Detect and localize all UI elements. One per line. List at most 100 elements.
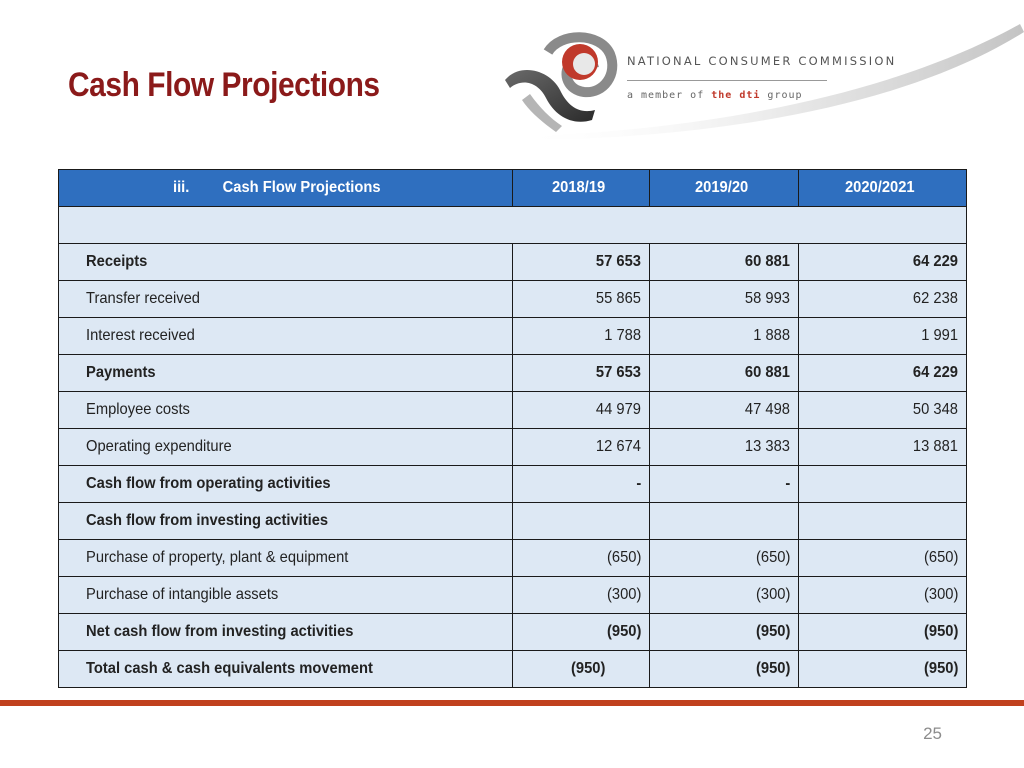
value-cell: (950) [649,613,799,651]
value-cell: (650) [798,539,967,577]
logo-divider [627,80,827,81]
row-label: Total cash & cash equivalents movement [86,660,373,677]
value-cell: (950) [512,613,650,651]
value-cell [798,465,967,503]
value-cell: (300) [512,576,650,614]
cell-value: 50 348 [912,401,958,418]
cell-value: (950) [755,660,790,677]
header-year-2020-2021: 2020/2021 [798,169,967,207]
header-year-2018-19: 2018/19 [512,169,650,207]
row-label-cell: Interest received [58,317,513,355]
cell-value: (950) [606,623,641,640]
cell-value: 47 498 [744,401,790,418]
row-label-cell: Purchase of property, plant & equipment [58,539,513,577]
value-cell: 12 674 [512,428,650,466]
value-cell: 1 788 [512,317,650,355]
cell-value: 57 653 [595,253,641,270]
table-header-row: iii. Cash Flow Projections 2018/19 2019/2… [58,169,967,207]
row-label: Payments [86,364,156,381]
value-cell: 64 229 [798,243,967,281]
value-cell: - [649,465,799,503]
bottom-accent-bar [0,700,1024,706]
table-row: Cash flow from investing activities [58,502,967,540]
row-label: Transfer received [86,290,200,307]
value-cell: 50 348 [798,391,967,429]
table-row: Purchase of property, plant & equipment (… [58,539,967,577]
row-label-cell: Receipts [58,243,513,281]
value-cell: (950) [798,613,967,651]
cell-value: (650) [606,549,641,566]
cell-value: (300) [923,586,958,603]
table-row: Operating expenditure 12 674 13 383 13 881 [58,428,967,466]
cell-value: (950) [755,623,790,640]
value-cell: 57 653 [512,243,650,281]
value-cell: (650) [649,539,799,577]
value-cell: (950) [798,650,967,688]
value-cell: (300) [798,576,967,614]
logo-tagline-prefix: a member of [627,90,712,101]
value-cell [798,502,967,540]
logo-tagline-brand: the dti [711,90,761,101]
row-label: Operating expenditure [86,438,232,455]
value-cell: 64 229 [798,354,967,392]
table-row: Total cash & cash equivalents movement (9… [58,650,967,688]
value-cell: 57 653 [512,354,650,392]
table-row: Transfer received 55 865 58 993 62 238 [58,280,967,318]
cell-value: 64 229 [912,364,958,381]
value-cell: (650) [512,539,650,577]
table-row: Interest received 1 788 1 888 1 991 [58,317,967,355]
cell-value: 13 383 [744,438,790,455]
row-label-cell: Cash flow from investing activities [58,502,513,540]
cell-value: 44 979 [595,401,641,418]
table-row: Net cash flow from investing activities (… [58,613,967,651]
row-label-cell: Net cash flow from investing activities [58,613,513,651]
table-row: Payments 57 653 60 881 64 229 [58,354,967,392]
value-cell: 58 993 [649,280,799,318]
cell-value: (300) [755,586,790,603]
value-cell: 55 865 [512,280,650,318]
value-cell [649,502,799,540]
organization-logo: NATIONAL CONSUMER COMMISSION a member of… [500,22,1024,142]
cell-value: (950) [923,660,958,677]
value-cell: - [512,465,650,503]
cell-value: (650) [923,549,958,566]
row-label: Employee costs [86,401,190,418]
row-label: Purchase of intangible assets [86,586,279,603]
value-cell [512,502,650,540]
cell-value: 1 991 [921,327,958,344]
cell-value: 1 788 [604,327,641,344]
value-cell: 13 383 [649,428,799,466]
page-title: Cash Flow Projections [68,66,380,104]
table-row [58,206,967,244]
cell-value: 55 865 [595,290,641,307]
cell-value: (950) [570,660,605,677]
row-label: Receipts [86,253,148,270]
logo-graphic [505,24,1024,140]
logo-organization-name: NATIONAL CONSUMER COMMISSION [627,54,897,68]
value-cell: (950) [649,650,799,688]
row-label-cell: Employee costs [58,391,513,429]
table-row: Cash flow from operating activities - - [58,465,967,503]
logo-tagline-suffix: group [760,90,803,101]
cell-value: - [636,475,641,492]
value-cell: 60 881 [649,243,799,281]
value-cell: 47 498 [649,391,799,429]
cell-value: - [785,475,790,492]
cell-value: 58 993 [744,290,790,307]
value-cell: 60 881 [649,354,799,392]
value-cell: (950) [512,650,650,688]
value-cell: 13 881 [798,428,967,466]
cell-value: 13 881 [912,438,958,455]
table-row: Purchase of intangible assets (300) (300) (… [58,576,967,614]
cell-value: 62 238 [912,290,958,307]
cell-value: (950) [923,623,958,640]
value-cell: 62 238 [798,280,967,318]
value-cell: 1 991 [798,317,967,355]
row-label-cell: Purchase of intangible assets [58,576,513,614]
cash-flow-table: iii. Cash Flow Projections 2018/19 2019/2… [58,169,967,688]
cell-value: 60 881 [744,253,790,270]
value-cell: 44 979 [512,391,650,429]
page-number: 25 [923,724,942,743]
row-label: Cash flow from operating activities [86,475,331,492]
header-label: Cash Flow Projections [222,179,381,196]
